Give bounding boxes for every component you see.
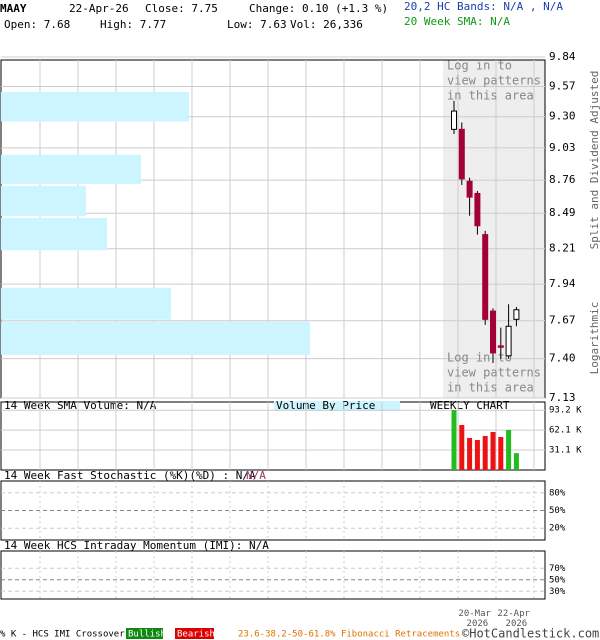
site: ©HotCandlestick.com — [462, 627, 599, 640]
volume-bar — [451, 410, 457, 470]
y-tick-label: 9.30 — [549, 110, 576, 123]
candle-body — [505, 325, 512, 357]
imi-panel — [0, 550, 546, 600]
axis-note: Logarithmic — [588, 302, 600, 375]
volume-by-price-bar — [1, 217, 108, 251]
pattern-notice: view patterns — [447, 366, 541, 380]
y-tick-label: 9.84 — [549, 50, 576, 63]
y-tick-label: 7.40 — [549, 352, 576, 365]
panel-title: 14 Week SMA Volume: N/A — [4, 399, 157, 412]
panel-subtitle: WEEKLY CHART — [430, 399, 510, 412]
candle-body — [497, 345, 504, 348]
volume-by-price-bar — [1, 321, 311, 355]
volume-by-price-bar — [1, 185, 87, 216]
volume-bar — [482, 436, 488, 470]
pattern-notice: Log in to — [447, 59, 512, 73]
panel-title-extra: N/A — [246, 469, 266, 482]
change: Change: 0.10 (+1.3 %) — [249, 2, 388, 15]
pattern-notice: Log in to — [447, 351, 512, 365]
sma: 20 Week SMA: N/A — [404, 15, 510, 28]
bullish: Bullish — [128, 630, 166, 640]
bullish-box — [126, 628, 163, 639]
symbol: MAAY — [0, 2, 27, 15]
volume-bar — [513, 453, 519, 470]
y-tick-label: 7.94 — [549, 277, 576, 290]
volume-bar — [506, 429, 512, 470]
open: Open: 7.68 — [4, 18, 70, 31]
y-tick-label: 7.67 — [549, 314, 576, 327]
volume-by-price-bar — [1, 287, 172, 320]
y-tick-label: 62.1 K — [549, 426, 582, 436]
candle-body — [482, 234, 489, 320]
candle-body — [451, 110, 457, 130]
candle-body — [466, 180, 473, 198]
y-tick-label: 8.21 — [549, 242, 576, 255]
x-tick-label: 20-Mar 2026 — [458, 609, 496, 629]
volume-by-price-bar — [1, 154, 142, 184]
date: 22-Apr-26 — [69, 2, 129, 15]
close: Close: 7.75 — [145, 2, 218, 15]
y-tick-label: 70% — [549, 564, 566, 574]
candle-body — [458, 128, 465, 180]
pattern-notice: view patterns — [447, 74, 541, 88]
high: High: 7.77 — [100, 18, 166, 31]
y-tick-label: 31.1 K — [549, 446, 582, 456]
candle-body — [513, 309, 520, 320]
y-tick-label: 8.76 — [549, 173, 576, 186]
y-tick-label: 7.13 — [549, 391, 576, 404]
vbp-label: Volume By Price — [276, 399, 375, 412]
volume: Vol: 26,336 — [290, 18, 363, 31]
y-tick-label: 50% — [549, 575, 566, 585]
fibonacci: 23.6-38.2-50-61.8% Fibonacci Retracement… — [238, 630, 460, 640]
panel-title: 14 Week HCS Intraday Momentum (IMI): N/A — [4, 539, 269, 552]
volume-bar — [498, 437, 504, 470]
candle-body — [474, 192, 481, 227]
volume-bar — [467, 437, 473, 470]
low: Low: 7.63 — [227, 18, 287, 31]
pattern-notice: in this area — [447, 381, 534, 395]
vbp-label-bg — [274, 401, 400, 411]
y-tick-label: 93.2 K — [549, 406, 582, 416]
volume-panel — [0, 401, 546, 471]
y-tick-label: 9.57 — [549, 79, 576, 92]
x-tick-label: 22-Apr 2026 — [497, 609, 535, 629]
y-tick-label: 8.49 — [549, 206, 576, 219]
bands: 20,2 HC Bands: N/A , N/A — [404, 0, 563, 13]
volume-bar — [474, 439, 480, 470]
y-tick-label: 80% — [549, 488, 566, 498]
bearish: Bearish — [177, 630, 215, 640]
panel-title: 14 Week Fast Stochastic (%K)(%D) : N/A — [4, 469, 256, 482]
volume-bar — [459, 425, 465, 470]
y-tick-label: 20% — [549, 524, 566, 534]
y-tick-label: 9.03 — [549, 141, 576, 154]
candle-body — [490, 310, 496, 354]
volume-bar — [490, 432, 496, 470]
volume-by-price-bar — [1, 91, 190, 122]
y-tick-label: 30% — [549, 587, 566, 597]
y-tick-label: 50% — [549, 506, 566, 516]
bearish-box — [175, 628, 214, 639]
crossover: % K - HCS IMI Crossover, — [0, 630, 130, 640]
axis-note: Split and Dividend Adjusted — [588, 71, 600, 250]
pattern-notice: in this area — [447, 89, 534, 103]
